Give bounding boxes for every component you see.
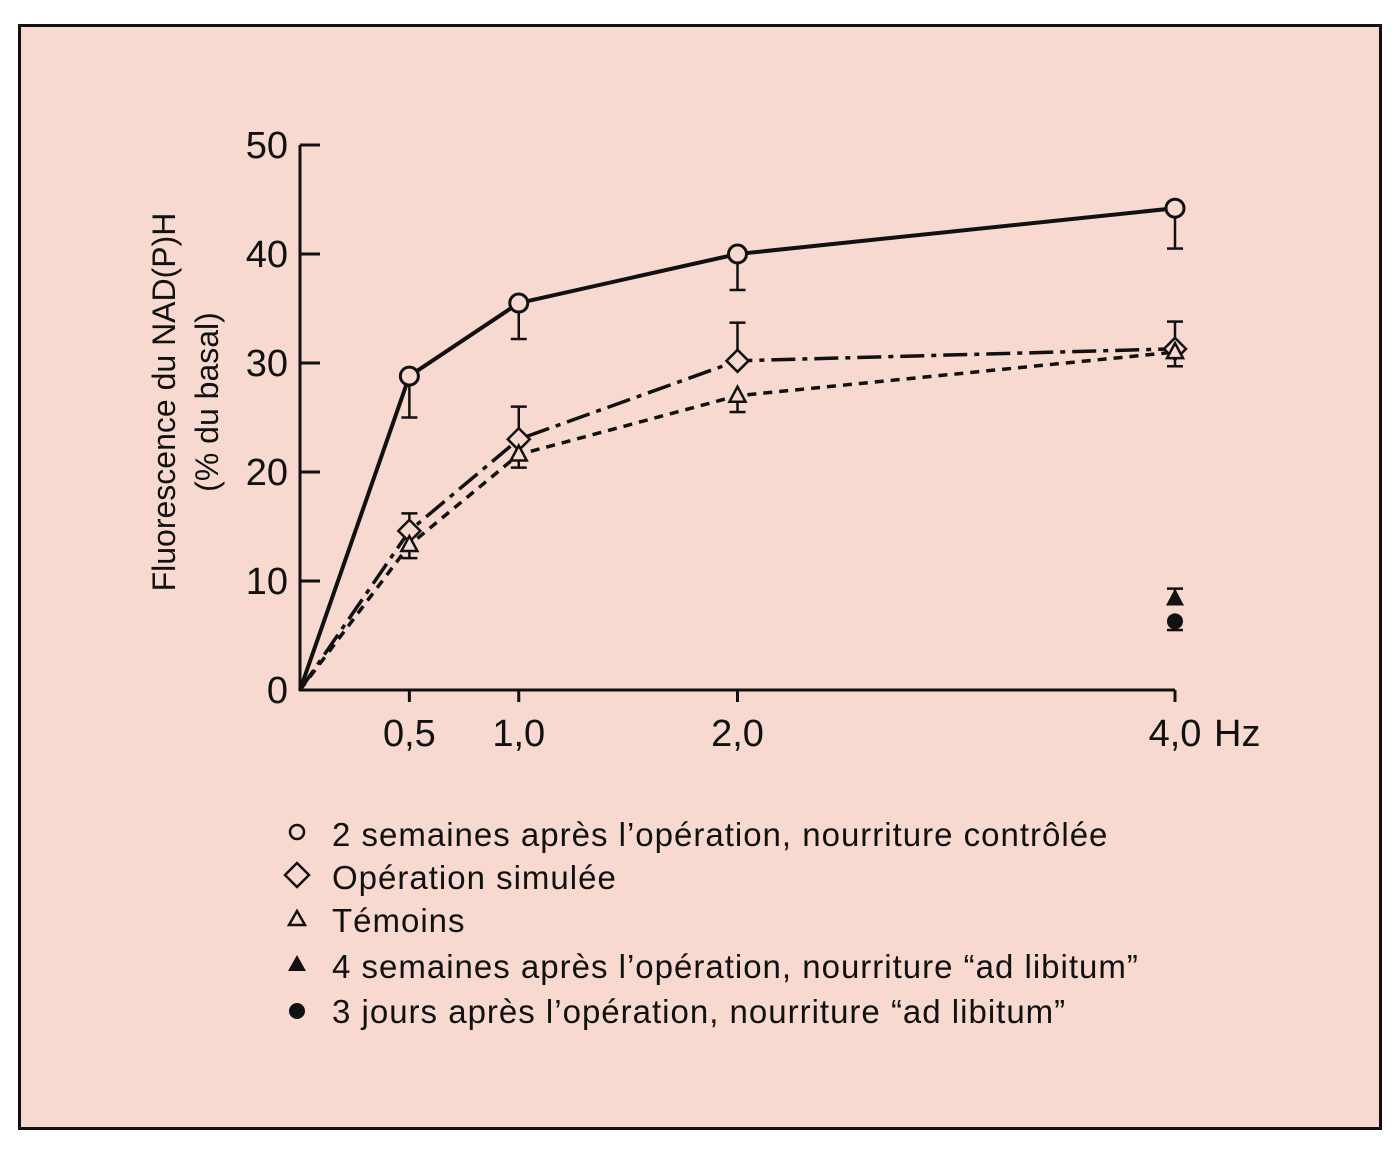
- data-point-0: [1164, 197, 1186, 219]
- y-tick-label: 20: [246, 452, 288, 494]
- y-tick-label: 30: [246, 343, 288, 385]
- y-axis-title-line1: Fluorescence du NAD(P)H: [146, 213, 182, 592]
- y-tick-label: 10: [246, 561, 288, 603]
- legend-label-2: Témoins: [332, 902, 466, 939]
- data-point-3: [1166, 588, 1184, 606]
- legend-label-0: 2 semaines après l’opération, nourriture…: [332, 816, 1108, 853]
- legend-item-3: 4 semaines après l’opération, nourriture…: [288, 948, 1139, 985]
- data-point-2: [508, 442, 529, 462]
- x-tick-label: 1,0: [492, 713, 545, 755]
- data-point-0: [727, 243, 748, 265]
- y-axis-title-line2: (% du basal): [189, 312, 225, 492]
- legend-label-1: Opération simulée: [332, 859, 617, 896]
- legend-marker-triangle-filled: [288, 955, 306, 971]
- y-tick-label: 0: [267, 670, 288, 712]
- legend: 2 semaines après l’opération, nourriture…: [283, 816, 1139, 1030]
- data-point-2: [1164, 340, 1186, 360]
- legend-marker-circle-filled: [289, 1003, 305, 1019]
- legend-marker-circle-open: [288, 823, 306, 841]
- x-tick-label: 4,0: [1149, 713, 1202, 755]
- legend-item-2: Témoins: [286, 902, 466, 939]
- data-point-0: [398, 365, 420, 387]
- x-axis-unit: Hz: [1214, 713, 1260, 755]
- data-point-0: [508, 292, 530, 314]
- data-point-2: [399, 533, 420, 553]
- data-point-4: [1167, 613, 1183, 630]
- legend-marker-diamond-open: [283, 861, 311, 889]
- plot-area: 0 10 20 30 40 50 0,5 1,0 2,0 4,0: [246, 125, 1202, 755]
- data-point-1: [724, 348, 751, 374]
- legend-label-4: 3 jours après l’opération, nourriture “a…: [332, 993, 1066, 1030]
- x-tick-label: 2,0: [711, 713, 764, 755]
- y-tick-label: 40: [246, 234, 288, 276]
- x-tick-label: 0,5: [383, 713, 436, 755]
- y-tick-label: 50: [246, 125, 288, 167]
- legend-item-4: 3 jours après l’opération, nourriture “a…: [289, 993, 1066, 1030]
- figure-panel: [18, 24, 1382, 1130]
- legend-marker-triangle-open: [286, 908, 308, 927]
- legend-label-3: 4 semaines après l’opération, nourriture…: [332, 948, 1139, 985]
- legend-item-1: Opération simulée: [283, 859, 617, 896]
- legend-item-0: 2 semaines après l’opération, nourriture…: [288, 816, 1108, 853]
- data-point-2: [727, 384, 748, 403]
